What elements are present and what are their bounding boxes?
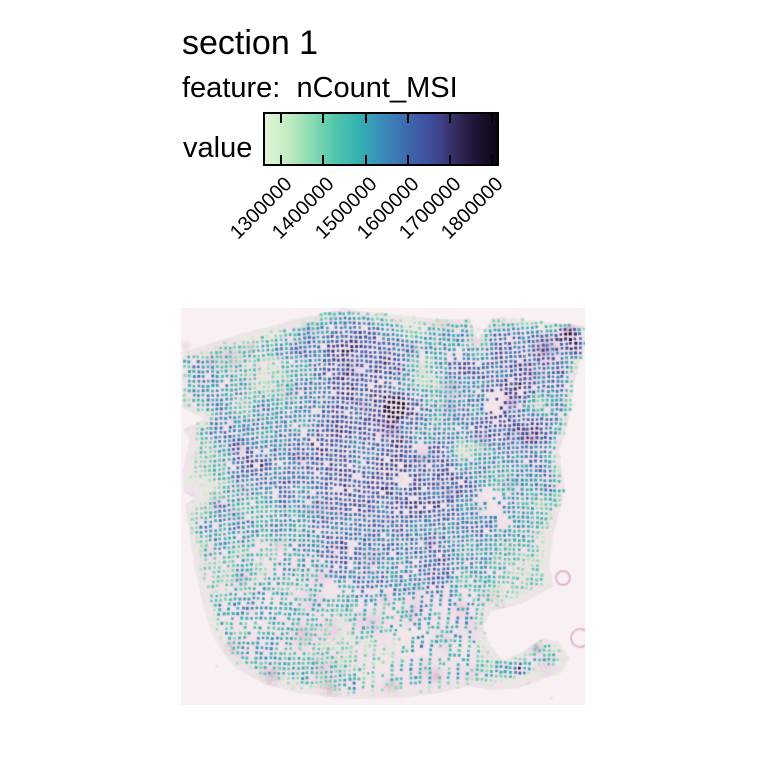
colorbar-tick: [406, 155, 409, 164]
colorbar-tick: [322, 114, 325, 123]
plot-title: section 1: [182, 24, 319, 62]
feature-label: feature: nCount_MSI: [182, 72, 458, 104]
colorbar-tick-labels: 1300000 1400000 1500000 1600000 1700000 18000…: [226, 170, 508, 270]
colorbar-tick: [491, 155, 494, 164]
spatial-feature-plot: [181, 308, 585, 705]
colorbar-tick: [322, 155, 325, 164]
colorbar-tick: [280, 114, 282, 123]
colorbar-tick: [491, 114, 494, 123]
colorbar-gradient: [265, 114, 497, 164]
colorbar-tick: [280, 155, 282, 164]
colorbar-tick: [449, 114, 452, 123]
legend-title: value: [183, 132, 253, 164]
colorbar-tick: [406, 114, 409, 123]
colorbar-tick: [364, 155, 367, 164]
colorbar-tick: [364, 114, 367, 123]
colorbar-tick: [449, 155, 452, 164]
colorbar: [263, 112, 499, 166]
